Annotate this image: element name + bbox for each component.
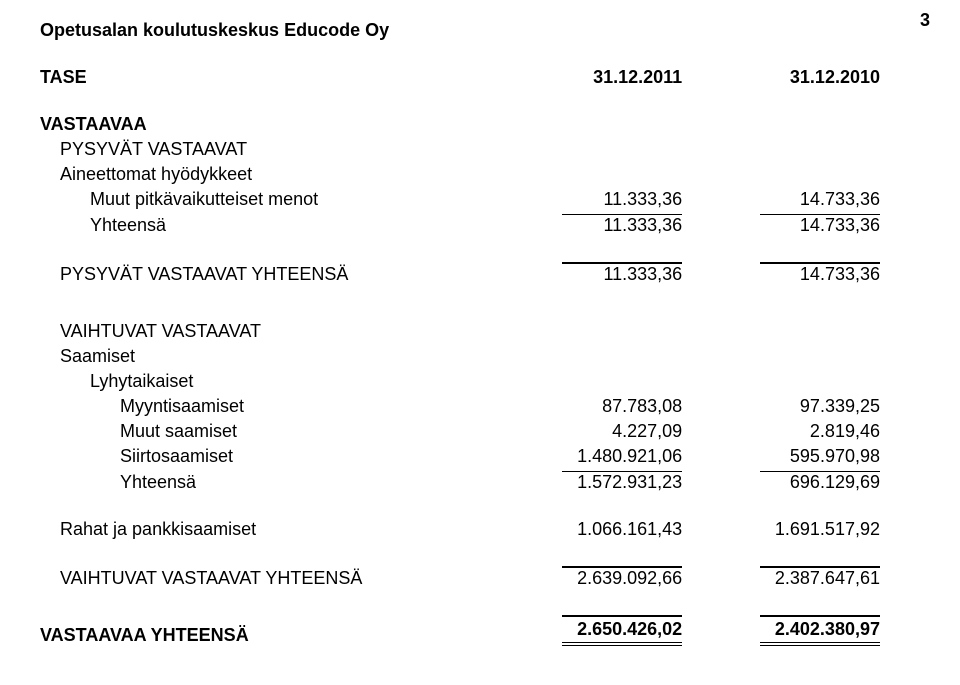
cell: 2.650.426,02 <box>562 615 682 646</box>
sub-pysyvat: PYSYVÄT VASTAAVAT <box>40 137 504 162</box>
row-muut-pitkavaik: Muut pitkävaikutteiset menot <box>40 187 504 212</box>
cell: 4.227,09 <box>562 421 682 442</box>
row-vastaavaa-yhteensa: VASTAAVAA YHTEENSÄ <box>40 613 504 648</box>
cell: 696.129,69 <box>760 471 880 493</box>
cell: 2.819,46 <box>760 421 880 442</box>
sub-saamiset: Saamiset <box>40 344 504 369</box>
col-date-1: 31.12.2011 <box>504 65 702 90</box>
cell: 595.970,98 <box>760 446 880 467</box>
sub-aineettomat: Aineettomat hyödykkeet <box>40 162 504 187</box>
section-vastaavaa: VASTAAVAA <box>40 112 504 137</box>
cell: 11.333,36 <box>562 189 682 210</box>
cell: 1.066.161,43 <box>562 519 682 540</box>
cell: 14.733,36 <box>760 214 880 236</box>
cell: 1.572.931,23 <box>562 471 682 493</box>
cell: 14.733,36 <box>760 189 880 210</box>
page-number: 3 <box>920 10 930 31</box>
cell: 11.333,36 <box>562 262 682 285</box>
col-date-2: 31.12.2010 <box>702 65 900 90</box>
row-vaihtuvat-yhteensa: VAIHTUVAT VASTAAVAT YHTEENSÄ <box>40 564 504 591</box>
sub-vaihtuvat: VAIHTUVAT VASTAAVAT <box>40 319 504 344</box>
cell: 1.480.921,06 <box>562 446 682 467</box>
cell: 2.639.092,66 <box>562 566 682 589</box>
sub-lyhytaikaiset: Lyhytaikaiset <box>40 369 504 394</box>
cell: 14.733,36 <box>760 262 880 285</box>
heading: TASE <box>40 65 504 90</box>
org-name: Opetusalan koulutuskeskus Educode Oy <box>40 20 900 41</box>
cell: 97.339,25 <box>760 396 880 417</box>
row-yhteensa-1: Yhteensä <box>40 212 504 238</box>
row-rahat: Rahat ja pankkisaamiset <box>40 517 504 542</box>
cell: 1.691.517,92 <box>760 519 880 540</box>
balance-table: TASE 31.12.2011 31.12.2010 VASTAAVAA PYS… <box>40 65 900 648</box>
row-myyntisaamiset: Myyntisaamiset <box>40 394 504 419</box>
cell: 11.333,36 <box>562 214 682 236</box>
cell: 87.783,08 <box>562 396 682 417</box>
row-muut-saamiset: Muut saamiset <box>40 419 504 444</box>
row-yhteensa-2: Yhteensä <box>40 469 504 495</box>
row-pysyvat-yhteensa: PYSYVÄT VASTAAVAT YHTEENSÄ <box>40 260 504 287</box>
row-siirtosaamiset: Siirtosaamiset <box>40 444 504 469</box>
cell: 2.402.380,97 <box>760 615 880 646</box>
cell: 2.387.647,61 <box>760 566 880 589</box>
